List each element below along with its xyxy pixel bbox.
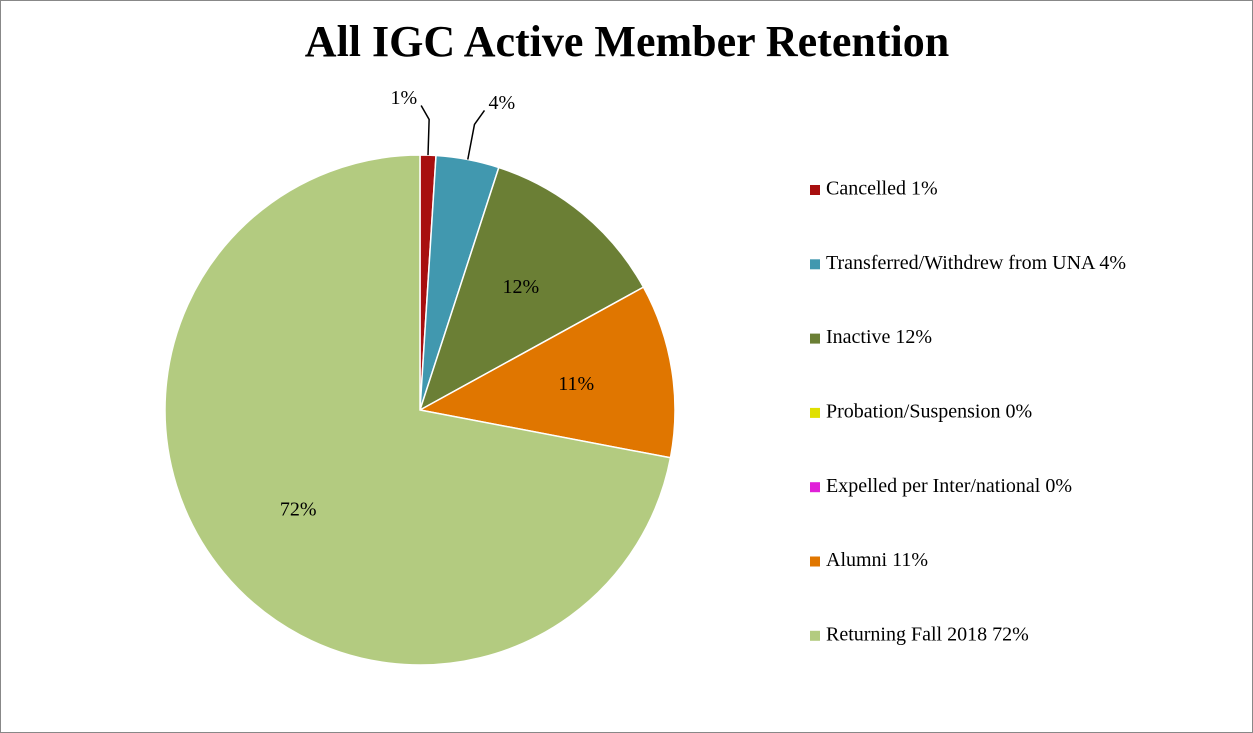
- legend-swatch: [810, 333, 820, 344]
- legend-label: Inactive 12%: [826, 326, 932, 348]
- pie-slice: [418, 166, 645, 412]
- legend-swatch: [810, 630, 820, 641]
- legend-label: Transferred/Withdrew from UNA 4%: [826, 252, 1126, 274]
- legend-label: Alumni 11%: [826, 549, 928, 571]
- legend-swatch: [810, 185, 820, 195]
- data-label: 12%: [502, 276, 539, 298]
- legend-swatch: [810, 556, 820, 567]
- leader-line: [420, 105, 430, 156]
- legend-swatch: [810, 259, 820, 270]
- legend-label: Probation/Suspension 0%: [826, 400, 1032, 422]
- legend-label: Returning Fall 2018 72%: [826, 623, 1029, 645]
- data-label: 4%: [488, 92, 515, 114]
- data-label: 72%: [280, 498, 317, 520]
- legend-label: Expelled per Inter/national 0%: [826, 475, 1072, 497]
- legend-label: Cancelled 1%: [826, 178, 938, 200]
- data-label: 1%: [390, 87, 417, 109]
- leader-line: [467, 110, 486, 160]
- pie-slice: [417, 286, 676, 459]
- pie-slice: [164, 154, 672, 666]
- legend-swatch: [810, 482, 820, 493]
- chart-title: All IGC Active Member Retention: [305, 17, 949, 66]
- data-label: 11%: [558, 373, 594, 395]
- legend-swatch: [810, 407, 820, 418]
